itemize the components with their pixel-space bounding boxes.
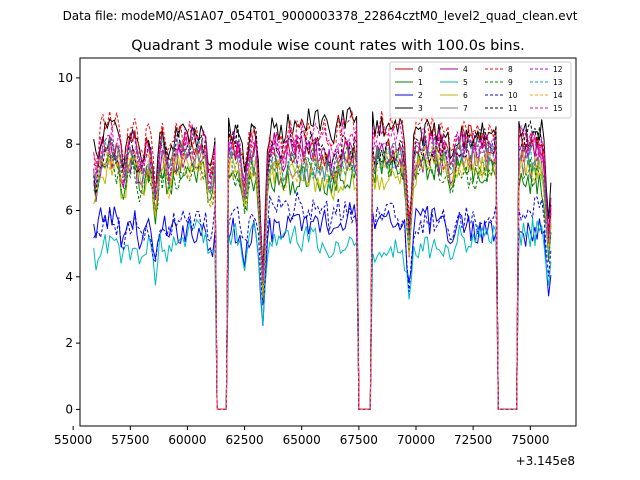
y-tick-label: 2 [65,336,73,350]
series-line-2 [93,202,552,410]
x-tick-label: 57500 [111,433,149,447]
legend-label-4: 4 [463,65,468,74]
legend-label-11: 11 [508,104,518,113]
legend-label-10: 10 [508,91,518,100]
series-line-1 [93,150,552,410]
y-axis: 0 2 4 6 8 10 [58,71,80,416]
series-line-9 [93,144,552,410]
series-lines [93,106,552,410]
y-tick-label: 10 [58,71,73,85]
legend-label-1: 1 [418,78,423,87]
legend-label-3: 3 [418,104,423,113]
x-tick-label: 62500 [225,433,263,447]
series-line-5 [93,217,552,410]
series-line-7 [93,140,552,410]
figure-suptitle: Data file: modeM0/AS1A07_054T01_90000033… [63,9,578,23]
series-line-8 [93,110,552,410]
series-line-4 [93,132,552,410]
x-tick-label: 60000 [168,433,206,447]
series-line-14 [93,143,552,410]
x-tick-label: 72500 [454,433,492,447]
axes-frame [79,57,577,427]
y-tick-label: 4 [65,270,73,284]
legend-label-12: 12 [553,65,563,74]
series-line-6 [93,149,552,410]
series-line-11 [93,119,552,410]
x-tick-label: 70000 [397,433,435,447]
x-tick-label: 67500 [340,433,378,447]
legend-label-6: 6 [463,91,468,100]
x-axis: 55000 57500 60000 62500 65000 67500 70000 72500… [54,426,549,447]
series-line-3 [93,106,552,410]
legend-box [389,61,572,119]
series-line-10 [93,191,552,410]
series-line-12 [93,124,552,410]
y-tick-label: 8 [65,137,73,151]
x-offset-label: +3.145e8 [516,454,575,468]
y-tick-label: 6 [65,204,73,218]
x-tick-label: 55000 [54,433,92,447]
y-tick-label: 0 [65,402,73,416]
legend-label-7: 7 [463,104,468,113]
legend-label-0: 0 [418,65,423,74]
legend-label-2: 2 [418,91,423,100]
legend-label-14: 14 [553,91,563,100]
legend-label-13: 13 [553,78,563,87]
x-tick-label: 75000 [511,433,549,447]
x-tick-label: 65000 [283,433,321,447]
chart-title: Quadrant 3 module wise count rates with … [131,38,525,54]
legend-label-9: 9 [508,78,513,87]
legend-label-5: 5 [463,78,468,87]
series-line-15 [93,118,552,410]
legend-label-8: 8 [508,65,513,74]
legend-label-15: 15 [553,104,563,113]
